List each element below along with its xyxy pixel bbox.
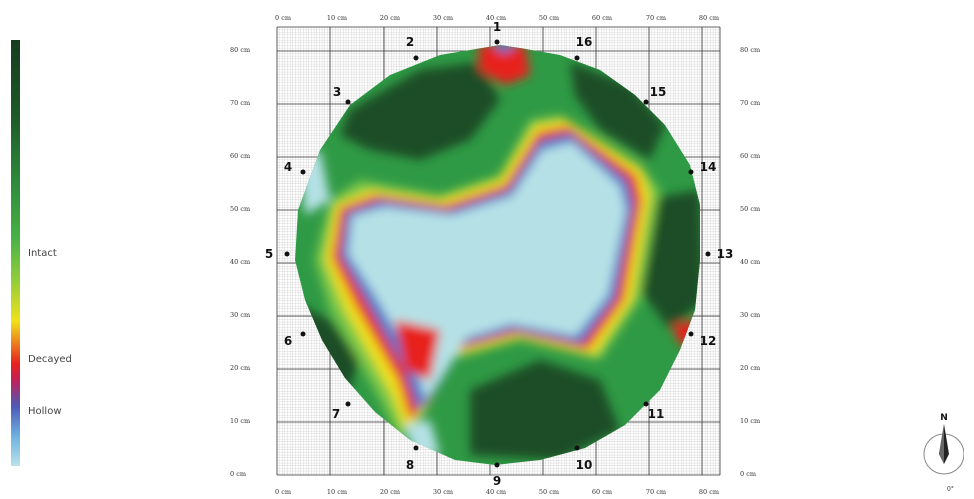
station-label-8: 8 [405, 458, 415, 472]
station-label-3: 3 [332, 85, 342, 99]
station-label-12: 12 [699, 334, 717, 348]
legend-label-decayed: Decayed [28, 354, 72, 365]
color-scale-bar [11, 40, 20, 466]
x-tick-bottom-80: 80 cm [698, 488, 720, 496]
x-tick-bottom-20: 20 cm [379, 488, 401, 496]
sensor-dot-4 [300, 169, 306, 175]
y-tick-right-80: 80 cm [740, 46, 761, 54]
station-label-2: 2 [405, 35, 415, 49]
tomogram-section [295, 45, 700, 465]
x-tick-bottom-30: 30 cm [432, 488, 454, 496]
station-label-15: 15 [649, 85, 667, 99]
y-tick-right-20: 20 cm [740, 364, 761, 372]
sensor-dot-13 [705, 251, 711, 257]
y-tick-right-40: 40 cm [740, 258, 761, 266]
x-tick-bottom-40: 40 cm [485, 488, 507, 496]
sensor-dot-8 [413, 445, 419, 451]
x-tick-bottom-10: 10 cm [326, 488, 348, 496]
y-tick-left-50: 50 cm [230, 205, 251, 213]
sensor-dot-9 [494, 462, 500, 468]
y-tick-left-20: 20 cm [230, 364, 251, 372]
x-tick-bottom-60: 60 cm [591, 488, 613, 496]
station-label-7: 7 [331, 407, 341, 421]
y-tick-left-40: 40 cm [230, 258, 251, 266]
x-tick-top-40: 40 cm [485, 14, 507, 22]
y-tick-left-30: 30 cm [230, 311, 251, 319]
x-tick-top-20: 20 cm [379, 14, 401, 22]
x-tick-top-10: 10 cm [326, 14, 348, 22]
sensor-dot-6 [300, 331, 306, 337]
y-tick-left-80: 80 cm [230, 46, 251, 54]
x-tick-bottom-0: 0 cm [274, 488, 292, 496]
station-label-4: 4 [283, 160, 293, 174]
sensor-dot-5 [284, 251, 290, 257]
station-label-13: 13 [716, 247, 734, 261]
sensor-dot-3 [345, 99, 351, 105]
sensor-dot-12 [688, 331, 694, 337]
station-label-9: 9 [492, 474, 502, 488]
y-tick-right-10: 10 cm [740, 417, 761, 425]
station-label-11: 11 [647, 407, 665, 421]
y-tick-right-0: 0 cm [740, 470, 757, 478]
x-tick-bottom-50: 50 cm [538, 488, 560, 496]
station-label-14: 14 [699, 160, 717, 174]
x-tick-top-50: 50 cm [538, 14, 560, 22]
x-tick-bottom-70: 70 cm [645, 488, 667, 496]
compass-letter: N [940, 413, 948, 423]
x-tick-top-0: 0 cm [274, 14, 292, 22]
y-tick-left-10: 10 cm [230, 417, 251, 425]
y-tick-right-50: 50 cm [740, 205, 761, 213]
y-tick-left-60: 60 cm [230, 152, 251, 160]
sensor-dot-16 [574, 55, 580, 61]
y-tick-left-70: 70 cm [230, 99, 251, 107]
x-tick-top-30: 30 cm [432, 14, 454, 22]
y-tick-right-30: 30 cm [740, 311, 761, 319]
sensor-dot-14 [688, 169, 694, 175]
sensor-dot-7 [345, 401, 351, 407]
legend-label-hollow: Hollow [28, 406, 62, 417]
y-tick-right-70: 70 cm [740, 99, 761, 107]
station-label-10: 10 [575, 458, 593, 472]
station-label-5: 5 [264, 247, 274, 261]
station-label-1: 1 [492, 20, 502, 34]
y-tick-left-0: 0 cm [230, 470, 247, 478]
sensor-dot-2 [413, 55, 419, 61]
compass-degree-label: 0° [947, 486, 954, 493]
sensor-dot-10 [574, 445, 580, 451]
sensor-dot-1 [494, 39, 500, 45]
sensor-dot-11 [643, 401, 649, 407]
compass-icon: N [923, 413, 964, 475]
station-label-6: 6 [283, 334, 293, 348]
station-label-16: 16 [575, 35, 593, 49]
x-tick-top-60: 60 cm [591, 14, 613, 22]
sensor-dot-15 [643, 99, 649, 105]
x-tick-top-70: 70 cm [645, 14, 667, 22]
legend-label-intact: Intact [28, 248, 57, 259]
x-tick-top-80: 80 cm [698, 14, 720, 22]
y-tick-right-60: 60 cm [740, 152, 761, 160]
